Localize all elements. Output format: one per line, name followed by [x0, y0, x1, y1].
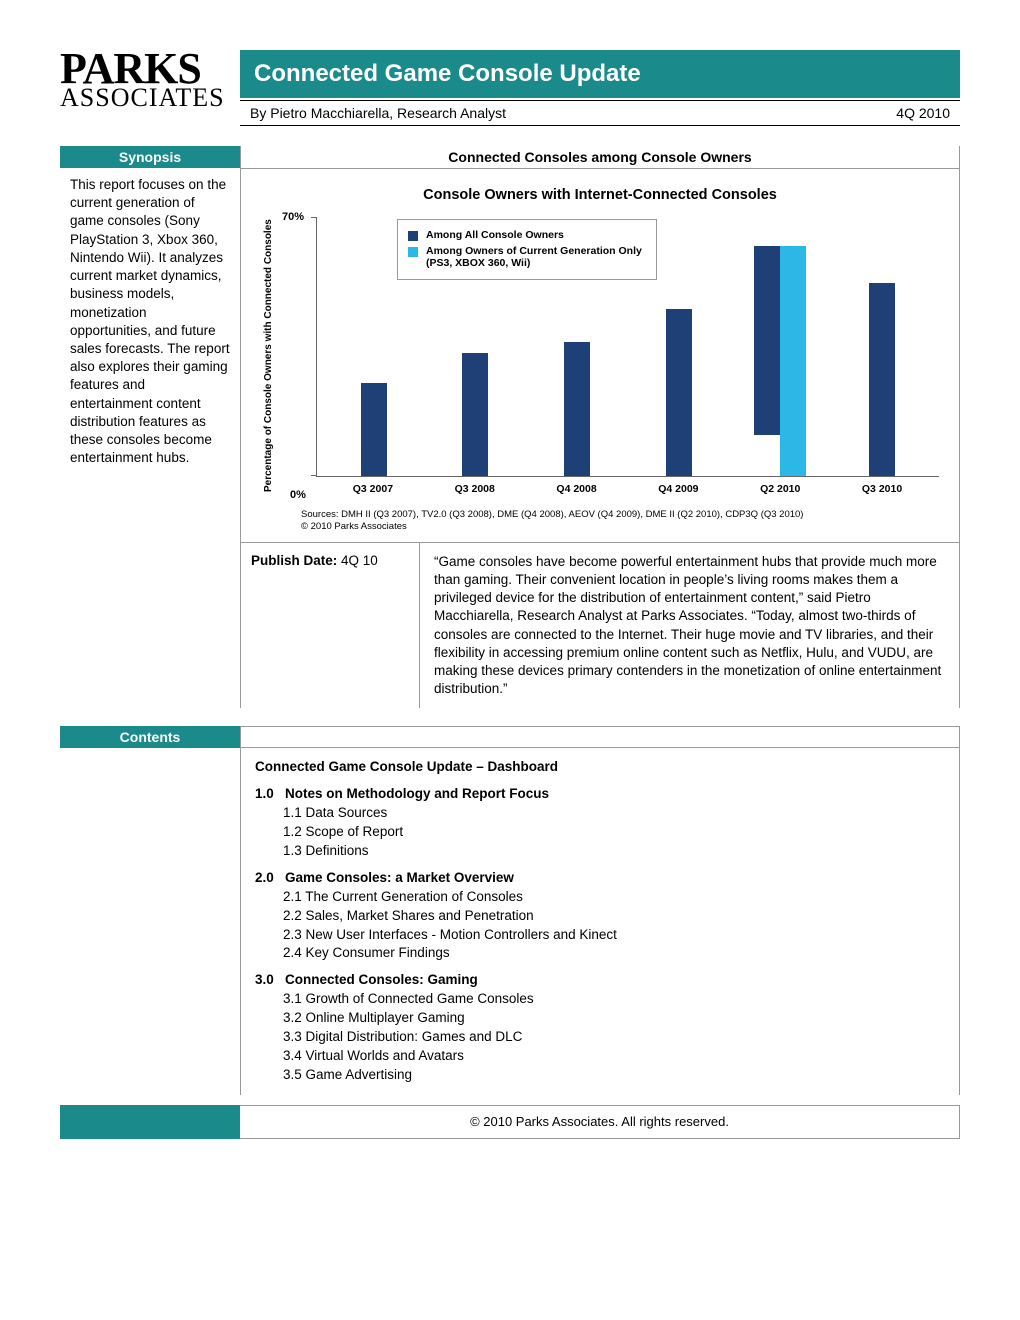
footer-accent [60, 1105, 240, 1139]
yaxis-label: Percentage of Console Owners with Connec… [261, 217, 276, 495]
chart: Console Owners with Internet-Connected C… [241, 169, 959, 542]
publish-date: Publish Date: 4Q 10 [241, 543, 420, 709]
bar [754, 246, 780, 435]
legend-item: Among All Console Owners [408, 229, 646, 242]
x-tick-label: Q3 2007 [343, 483, 403, 495]
author: By Pietro Macchiarella, Research Analyst [250, 105, 506, 121]
bar-group [750, 246, 810, 476]
plot-area: Among All Console Owners Among Owners of… [316, 217, 939, 477]
bar [564, 342, 590, 476]
toc-dashboard: Connected Game Console Update – Dashboar… [255, 758, 945, 777]
synopsis-text: This report focuses on the current gener… [60, 168, 240, 476]
period: 4Q 2010 [896, 105, 950, 121]
toc-subsection: 1.3 Definitions [255, 842, 945, 861]
synopsis-label: Synopsis [60, 146, 240, 168]
x-tick-label: Q4 2009 [648, 483, 708, 495]
toc-subsection: 2.3 New User Interfaces - Motion Control… [255, 926, 945, 945]
toc-section-heading: 2.0 Game Consoles: a Market Overview [255, 869, 945, 888]
toc-subsection: 3.3 Digital Distribution: Games and DLC [255, 1028, 945, 1047]
logo-line2: ASSOCIATES [60, 87, 230, 109]
x-tick-label: Q3 2010 [852, 483, 912, 495]
toc-subsection: 2.1 The Current Generation of Consoles [255, 888, 945, 907]
bar [780, 246, 806, 476]
chart-header: Connected Consoles among Console Owners [241, 146, 959, 169]
contents-label: Contents [60, 726, 240, 748]
ytick-min: 0% [290, 489, 306, 501]
footer: © 2010 Parks Associates. All rights rese… [60, 1105, 960, 1139]
logo-line1: PARKS [60, 50, 230, 87]
legend-label: Among All Console Owners [426, 229, 564, 242]
bar-group [852, 283, 912, 476]
legend-label: Among Owners of Current Generation Only … [426, 245, 646, 270]
bar [361, 383, 387, 476]
x-tick-label: Q3 2008 [445, 483, 505, 495]
bar-group [445, 353, 505, 476]
legend-swatch [408, 247, 418, 257]
byline: By Pietro Macchiarella, Research Analyst… [240, 100, 960, 126]
legend-item: Among Owners of Current Generation Only … [408, 245, 646, 270]
toc-subsection: 2.4 Key Consumer Findings [255, 944, 945, 963]
bar-group [649, 309, 709, 476]
bar [666, 309, 692, 476]
toc-subsection: 3.1 Growth of Connected Game Consoles [255, 990, 945, 1009]
x-tick-label: Q4 2008 [547, 483, 607, 495]
toc-subsection: 3.5 Game Advertising [255, 1066, 945, 1085]
bar-group [344, 383, 404, 476]
bar [462, 353, 488, 476]
x-tick-label: Q2 2010 [750, 483, 810, 495]
x-axis-labels: Q3 2007 Q3 2008 Q4 2008 Q4 2009 Q2 2010 Q3 20… [316, 477, 939, 495]
report-title: Connected Game Console Update [240, 50, 960, 100]
logo: PARKS ASSOCIATES [60, 50, 240, 126]
table-of-contents: Connected Game Console Update – Dashboar… [241, 748, 959, 1094]
toc-section-heading: 3.0 Connected Consoles: Gaming [255, 971, 945, 990]
toc-subsection: 2.2 Sales, Market Shares and Penetration [255, 907, 945, 926]
chart-title: Console Owners with Internet-Connected C… [261, 187, 939, 203]
toc-subsection: 1.2 Scope of Report [255, 823, 945, 842]
legend: Among All Console Owners Among Owners of… [397, 219, 657, 280]
toc-subsection: 3.2 Online Multiplayer Gaming [255, 1009, 945, 1028]
toc-section-heading: 1.0 Notes on Methodology and Report Focu… [255, 785, 945, 804]
bar [869, 283, 895, 476]
legend-swatch [408, 231, 418, 241]
analyst-quote: “Game consoles have become powerful ente… [420, 543, 959, 709]
header: PARKS ASSOCIATES Connected Game Console … [60, 50, 960, 126]
ytick-max: 70% [282, 211, 304, 223]
bar-group [547, 342, 607, 476]
toc-subsection: 1.1 Data Sources [255, 804, 945, 823]
copyright: © 2010 Parks Associates. All rights rese… [240, 1105, 960, 1139]
toc-subsection: 3.4 Virtual Worlds and Avatars [255, 1047, 945, 1066]
chart-sources: Sources: DMH II (Q3 2007), TV2.0 (Q3 200… [301, 509, 939, 534]
